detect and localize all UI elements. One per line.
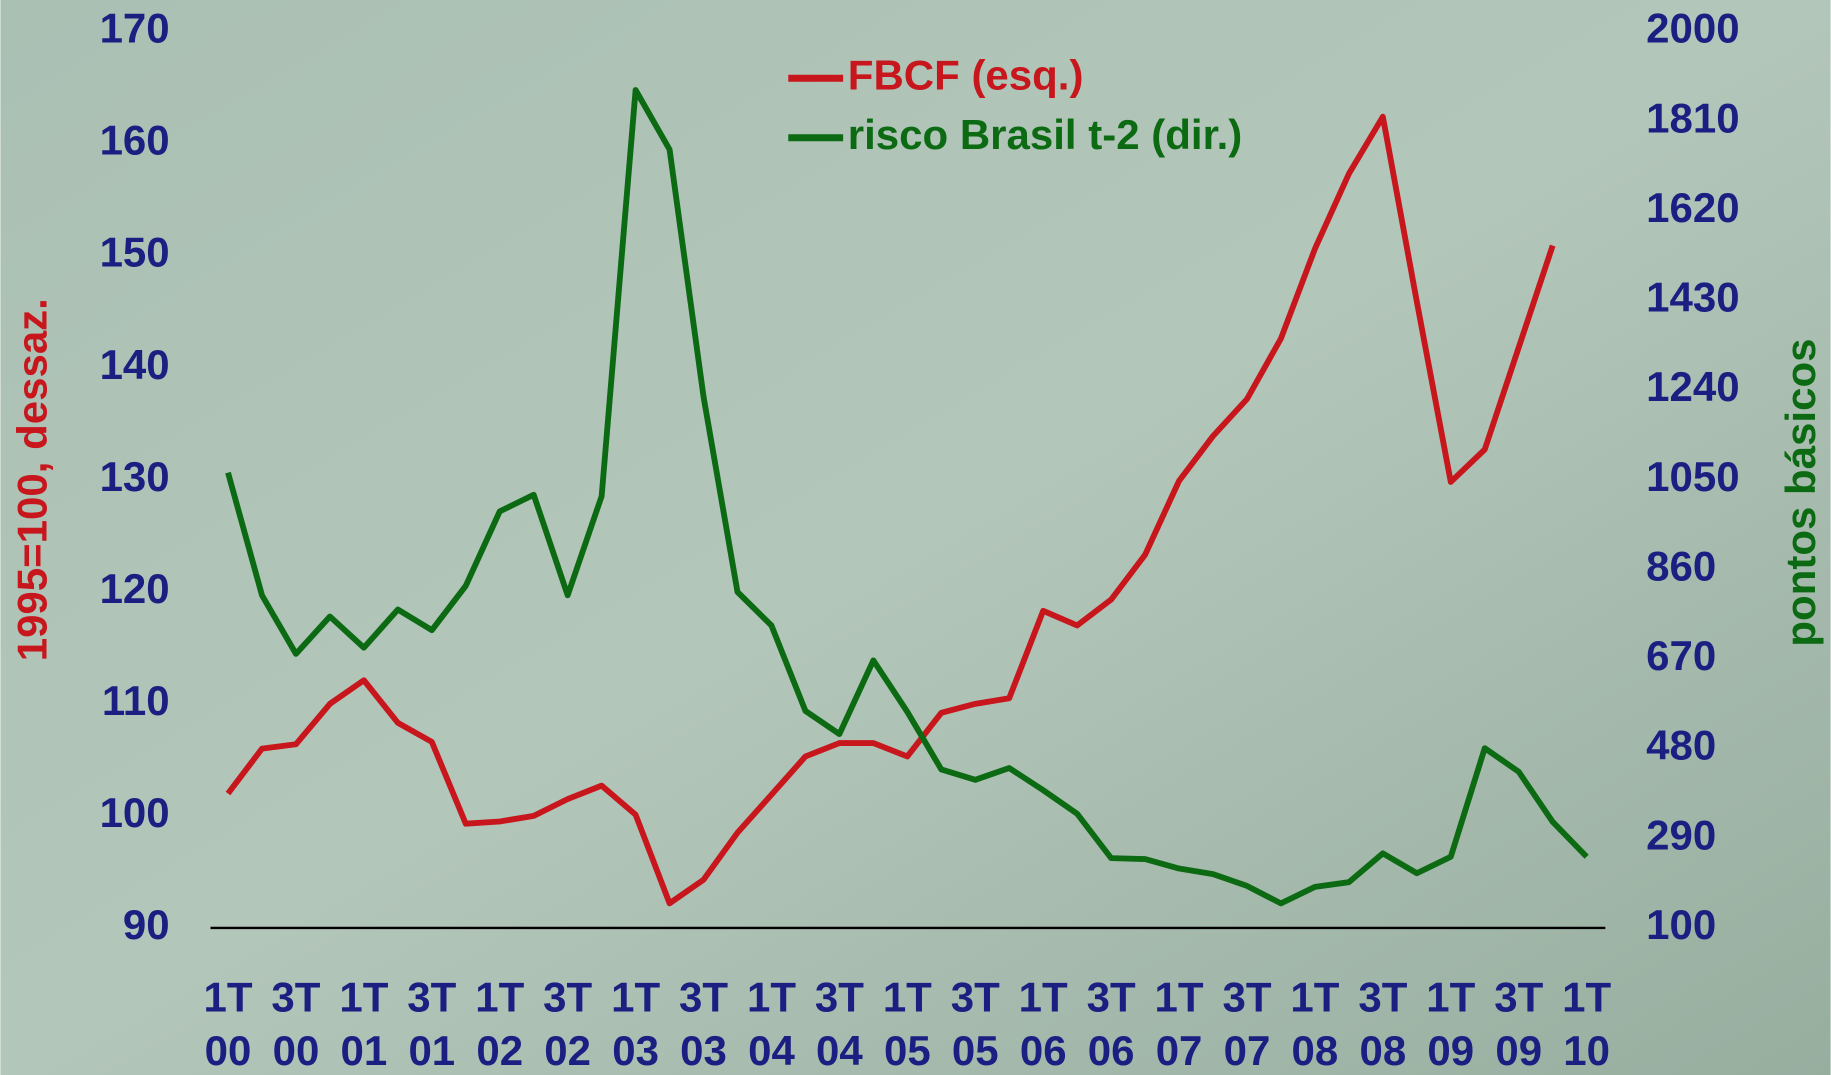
x-tick-label: 3T 04 [815,973,864,1074]
y2-tick-label: 670 [1646,632,1716,679]
y-tick-label: 90 [123,901,170,948]
y2-tick-label: 1050 [1646,453,1739,500]
x-tick-label: 1T 05 [883,973,932,1074]
y2-tick-label: 100 [1646,901,1716,948]
x-tick-label: 1T 01 [339,973,388,1074]
x-tick-label: 1T 07 [1155,973,1204,1074]
x-tick-label: 3T 00 [271,973,320,1074]
x-tick-label: 3T 06 [1087,973,1136,1074]
y2-axis-label: pontos básicos [1777,339,1824,647]
y-tick-label: 130 [100,453,170,500]
x-tick-label: 1T 06 [1019,973,1068,1074]
x-tick-label: 3T 05 [951,973,1000,1074]
y2-tick-label: 1810 [1646,94,1739,141]
y2-tick-label: 2000 [1646,5,1739,52]
x-tick-label: 1T 02 [475,973,524,1074]
x-tick-label: 1T 09 [1426,973,1475,1074]
y2-tick-label: 1240 [1646,363,1739,410]
line-series [225,87,1589,907]
y-axis-label: 1995=100, dessaz. [9,298,56,661]
y-tick-label: 160 [100,117,170,164]
legend-label: risco Brasil t-2 (dir.) [848,111,1242,158]
y2-tick-label: 480 [1646,722,1716,769]
y-tick-label: 140 [100,341,170,388]
x-tick-label: 1T 08 [1290,973,1339,1074]
x-tick-label: 3T 09 [1494,973,1543,1074]
line-series [225,113,1556,907]
y-tick-label: 120 [100,565,170,612]
x-tick-label: 3T 08 [1358,973,1407,1074]
x-tick-label: 1T 00 [204,973,253,1074]
y-tick-label: 150 [100,229,170,276]
x-tick-label: 3T 02 [543,973,592,1074]
x-tick-label: 3T 01 [407,973,456,1074]
y2-tick-label: 860 [1646,542,1716,589]
x-tick-label: 3T 07 [1222,973,1271,1074]
y-tick-label: 100 [100,789,170,836]
legend-label: FBCF (esq.) [848,51,1084,98]
y-tick-label: 110 [102,677,170,724]
x-tick-label: 1T 03 [611,973,660,1074]
x-tick-label: 1T 04 [747,973,796,1074]
y2-tick-label: 1430 [1646,274,1739,321]
x-tick-label: 1T 10 [1562,973,1611,1074]
y2-tick-label: 290 [1646,811,1716,858]
y-tick-label: 170 [100,5,170,52]
y2-tick-label: 1620 [1646,184,1739,231]
x-tick-label: 3T 03 [679,973,728,1074]
